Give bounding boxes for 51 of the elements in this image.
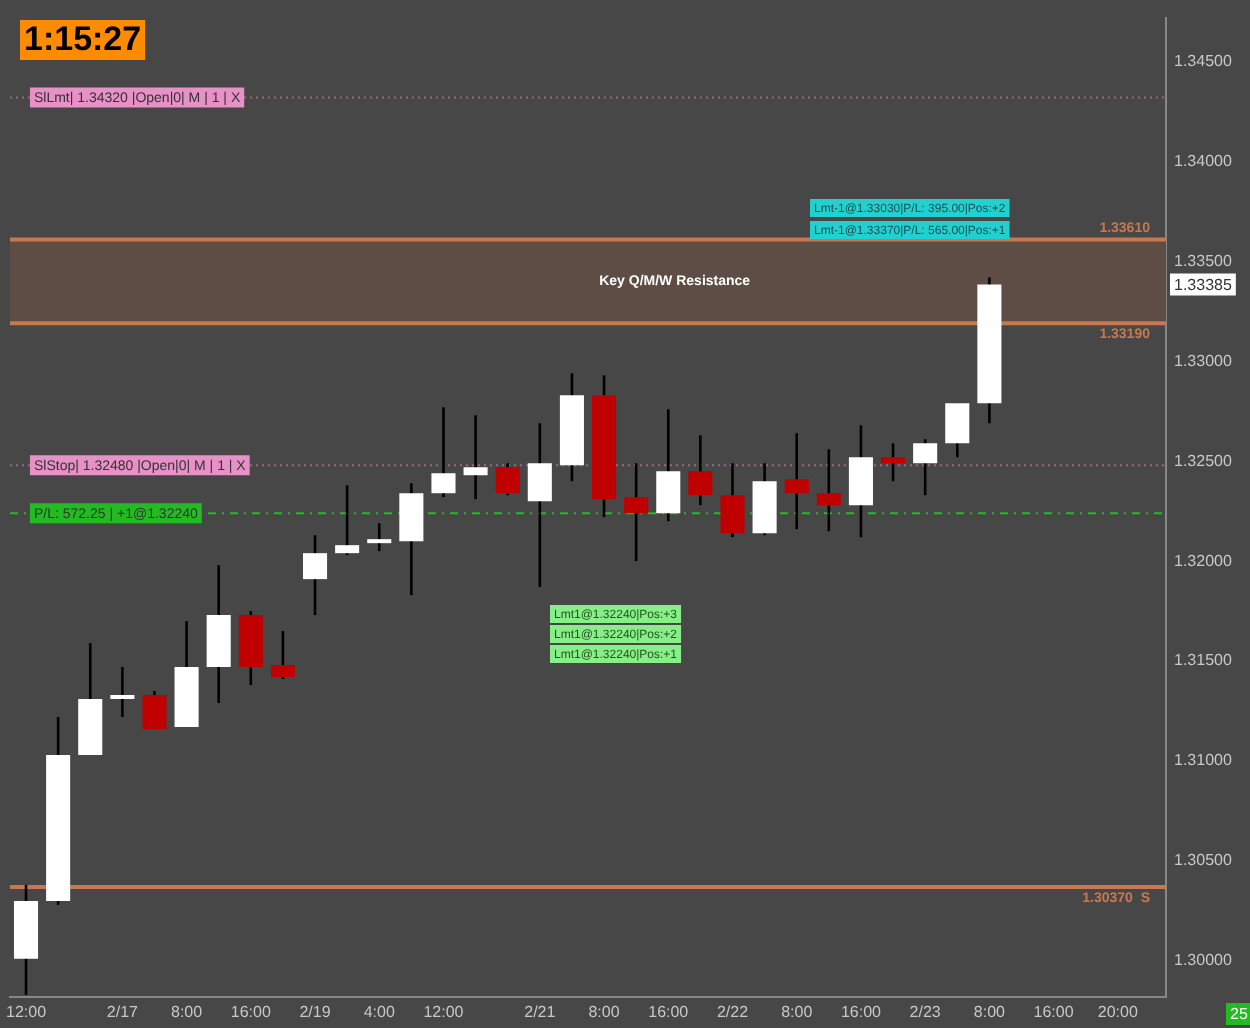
y-tick-label: 1.33000 — [1174, 351, 1233, 370]
x-tick-label: 2/21 — [524, 1002, 557, 1021]
candlestick — [302, 533, 328, 617]
candlestick — [784, 431, 809, 531]
x-tick-label: 8:00 — [973, 1002, 1007, 1021]
x-tick-label: 16:00 — [648, 1002, 690, 1021]
x-tick-label: 12:00 — [423, 1002, 465, 1021]
x-tick-label: 12:00 — [5, 1002, 48, 1021]
y-tick-label: 1.34500 — [1174, 51, 1233, 70]
x-tick-label: 2/23 — [909, 1002, 942, 1021]
x-tick-label: 16:00 — [230, 1002, 272, 1021]
y-tick-label: 1.34000 — [1174, 151, 1233, 170]
x-tick-label: 8:00 — [588, 1002, 621, 1021]
x-tick-label: 16:00 — [1033, 1002, 1075, 1021]
x-tick-label: 2/19 — [299, 1002, 332, 1021]
candlestick — [656, 407, 681, 523]
candlestick — [142, 689, 167, 731]
text: 25 — [1230, 1005, 1249, 1024]
candlestick — [945, 401, 970, 459]
candlestick — [399, 481, 424, 597]
x-tick-label: 4:00 — [363, 1002, 396, 1021]
x-tick-label: 16:00 — [840, 1002, 883, 1021]
candlestick — [110, 665, 135, 719]
candlestick — [335, 483, 360, 557]
x-tick-label: 8:00 — [171, 1002, 204, 1021]
candlestick — [463, 413, 488, 501]
x-tick-label: 8:00 — [781, 1002, 814, 1021]
annotation: 1.33385 — [1174, 275, 1233, 294]
annotation: 1:15:27 — [24, 20, 142, 59]
candlestick — [913, 437, 938, 497]
x-tick-label: 2/17 — [106, 1002, 140, 1021]
y-tick-label: 1.30500 — [1174, 851, 1233, 870]
candlestick — [624, 461, 649, 563]
y-tick-label: 1.31000 — [1174, 751, 1233, 770]
candlestick — [816, 447, 841, 533]
candlestick — [495, 461, 520, 497]
y-tick-label: 1.31500 — [1174, 651, 1233, 670]
candlestick — [688, 433, 713, 507]
y-tick-label: 1.30000 — [1174, 951, 1233, 970]
y-tick-label: 1.32000 — [1174, 551, 1233, 570]
x-tick-label: 2/22 — [716, 1002, 750, 1021]
y-tick-label: 1.33500 — [1174, 251, 1233, 270]
candlestick — [431, 405, 456, 499]
candlestick — [367, 521, 392, 553]
x-tick-label: 20:00 — [1097, 1002, 1139, 1021]
candlestick — [848, 423, 873, 539]
candlestick — [720, 461, 745, 539]
y-tick-label: 1.32500 — [1174, 451, 1233, 470]
candlestick — [527, 421, 552, 589]
candlestick — [881, 441, 906, 483]
candlestick — [270, 629, 295, 681]
